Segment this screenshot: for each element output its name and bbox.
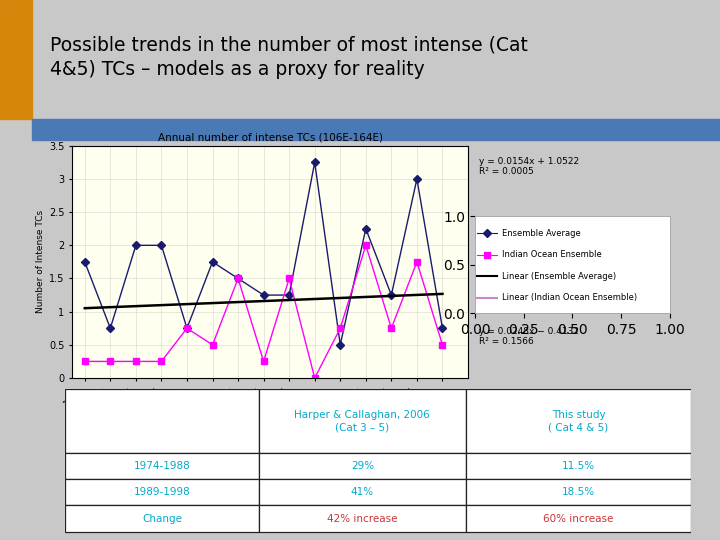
Bar (259, 505, 466, 532)
Text: y = 0.0154x + 1.0522
R² = 0.0005: y = 0.0154x + 1.0522 R² = 0.0005 (479, 157, 579, 176)
Text: y = 0.0248x − 0.4132
R² = 0.1566: y = 0.0248x − 0.4132 R² = 0.1566 (479, 327, 579, 346)
Bar (259, 389, 466, 453)
Text: 29%: 29% (351, 461, 374, 471)
Text: Ensemble Average: Ensemble Average (503, 229, 581, 238)
Ensemble Average (259, 292, 268, 298)
Linear (Ensemble Average) (361, 294, 370, 300)
Line: Linear (Ensemble Average): Linear (Ensemble Average) (85, 294, 443, 308)
Line: Indian Ocean Ensemble: Indian Ocean Ensemble (82, 242, 445, 381)
Ensemble Average (285, 292, 294, 298)
Ensemble Average (387, 292, 396, 298)
Linear (Indian Ocean Ensemble) (285, 389, 294, 395)
Linear (Ensemble Average) (413, 292, 421, 298)
Text: Harper & Callaghan, 2006
(Cat 3 – 5): Harper & Callaghan, 2006 (Cat 3 – 5) (294, 410, 431, 432)
Indian Ocean Ensemble (310, 375, 319, 381)
Linear (Indian Ocean Ensemble) (132, 399, 140, 406)
Text: 18.5%: 18.5% (562, 487, 595, 497)
Ensemble Average (413, 176, 421, 182)
Linear (Ensemble Average) (157, 302, 166, 308)
Bar (65, 479, 259, 505)
Linear (Indian Ocean Ensemble) (157, 397, 166, 404)
Linear (Ensemble Average) (336, 295, 345, 301)
Linear (Indian Ocean Ensemble) (183, 396, 192, 402)
Indian Ocean Ensemble (183, 325, 192, 332)
Text: 1989-1998: 1989-1998 (133, 487, 190, 497)
Linear (Indian Ocean Ensemble) (387, 382, 396, 389)
Linear (Indian Ocean Ensemble) (336, 386, 345, 392)
Text: 11.5%: 11.5% (562, 461, 595, 471)
Line: Ensemble Average: Ensemble Average (82, 160, 445, 348)
Ensemble Average (336, 342, 345, 348)
Linear (Indian Ocean Ensemble) (259, 390, 268, 397)
X-axis label: Year: Year (258, 414, 282, 424)
Bar (466, 453, 691, 479)
Linear (Ensemble Average) (438, 291, 447, 297)
Linear (Indian Ocean Ensemble) (106, 401, 114, 407)
Linear (Indian Ocean Ensemble) (413, 381, 421, 387)
Line: Linear (Indian Ocean Ensemble): Linear (Indian Ocean Ensemble) (85, 382, 443, 406)
Bar (0, 0, 32, 119)
Indian Ocean Ensemble (361, 242, 370, 248)
Ensemble Average (157, 242, 166, 248)
Text: 60% increase: 60% increase (544, 514, 613, 524)
Linear (Ensemble Average) (106, 304, 114, 310)
Indian Ocean Ensemble (81, 358, 89, 365)
Ensemble Average (438, 325, 447, 332)
Ensemble Average (208, 259, 217, 265)
Linear (Ensemble Average) (387, 293, 396, 299)
Indian Ocean Ensemble (413, 259, 421, 265)
Ensemble Average (106, 325, 114, 332)
Indian Ocean Ensemble (208, 342, 217, 348)
Ensemble Average (81, 259, 89, 265)
Linear (Ensemble Average) (132, 303, 140, 309)
Linear (Ensemble Average) (81, 305, 89, 312)
Text: This study
( Cat 4 & 5): This study ( Cat 4 & 5) (549, 410, 608, 432)
Text: Change: Change (142, 514, 182, 524)
Bar (259, 479, 466, 505)
Y-axis label: Number of Intense TCs: Number of Intense TCs (36, 211, 45, 313)
Ensemble Average (132, 242, 140, 248)
Text: Linear (Ensemble Average): Linear (Ensemble Average) (503, 272, 616, 281)
Bar (65, 505, 259, 532)
Indian Ocean Ensemble (336, 325, 345, 332)
Linear (Indian Ocean Ensemble) (234, 392, 243, 399)
Bar (466, 389, 691, 453)
Bar (259, 453, 466, 479)
Indian Ocean Ensemble (438, 342, 447, 348)
Bar (466, 505, 691, 532)
Bar (65, 389, 259, 453)
Ensemble Average (310, 159, 319, 166)
Ensemble Average (234, 275, 243, 282)
Text: 41%: 41% (351, 487, 374, 497)
Linear (Ensemble Average) (259, 298, 268, 304)
Indian Ocean Ensemble (285, 275, 294, 282)
Indian Ocean Ensemble (234, 275, 243, 282)
Bar (466, 479, 691, 505)
Indian Ocean Ensemble (132, 358, 140, 365)
Indian Ocean Ensemble (106, 358, 114, 365)
Ensemble Average (361, 226, 370, 232)
Linear (Ensemble Average) (183, 301, 192, 307)
Linear (Ensemble Average) (310, 296, 319, 302)
Bar (32, 119, 720, 140)
Linear (Indian Ocean Ensemble) (208, 394, 217, 401)
Indian Ocean Ensemble (387, 325, 396, 332)
Linear (Indian Ocean Ensemble) (361, 384, 370, 390)
Bar (65, 453, 259, 479)
Linear (Ensemble Average) (285, 297, 294, 303)
Indian Ocean Ensemble (259, 358, 268, 365)
Linear (Indian Ocean Ensemble) (81, 402, 89, 409)
Text: Linear (Indian Ocean Ensemble): Linear (Indian Ocean Ensemble) (503, 293, 637, 302)
Text: Possible trends in the number of most intense (Cat
4&5) TCs – models as a proxy : Possible trends in the number of most in… (50, 35, 528, 79)
Linear (Ensemble Average) (234, 299, 243, 305)
Text: Indian Ocean Ensemble: Indian Ocean Ensemble (503, 251, 602, 259)
Title: Annual number of intense TCs (106E-164E): Annual number of intense TCs (106E-164E) (158, 132, 382, 142)
Linear (Indian Ocean Ensemble) (310, 387, 319, 394)
Linear (Ensemble Average) (208, 300, 217, 306)
Indian Ocean Ensemble (157, 358, 166, 365)
Linear (Indian Ocean Ensemble) (438, 379, 447, 386)
Ensemble Average (183, 325, 192, 332)
Text: 42% increase: 42% increase (327, 514, 397, 524)
Text: 1974-1988: 1974-1988 (133, 461, 190, 471)
